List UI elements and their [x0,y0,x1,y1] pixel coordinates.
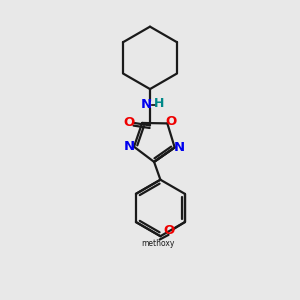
Text: N: N [141,98,152,111]
Text: O: O [163,224,174,238]
Text: N: N [174,141,185,154]
Text: O: O [166,115,177,128]
Text: O: O [123,116,134,130]
Text: N: N [124,140,135,153]
Text: methoxy: methoxy [141,239,175,248]
Text: H: H [154,97,165,110]
